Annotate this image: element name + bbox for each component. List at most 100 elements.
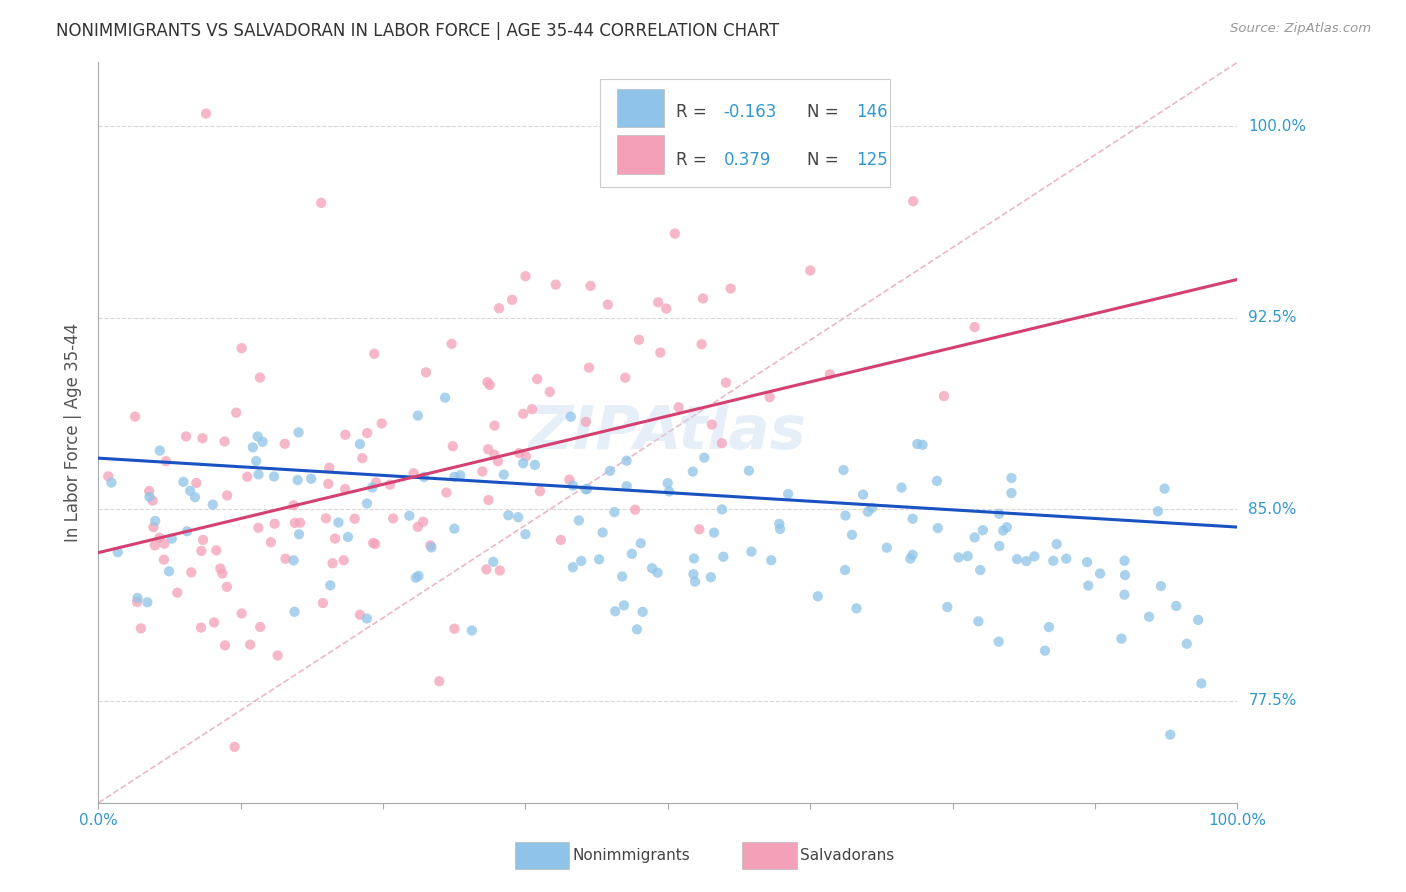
- Point: [860, 500, 883, 515]
- Point: [107, 545, 129, 559]
- Point: [449, 468, 471, 483]
- Point: [845, 601, 868, 615]
- Point: [616, 453, 638, 467]
- Point: [211, 566, 233, 581]
- Point: [967, 615, 990, 629]
- Text: -0.163: -0.163: [724, 103, 778, 121]
- Point: [508, 446, 530, 460]
- Point: [568, 513, 591, 527]
- Point: [664, 227, 686, 241]
- Point: [956, 549, 979, 563]
- Point: [336, 530, 359, 544]
- Point: [142, 520, 165, 534]
- Point: [561, 478, 583, 492]
- Point: [711, 549, 734, 564]
- Point: [287, 473, 309, 487]
- Point: [412, 515, 434, 529]
- Text: N =: N =: [807, 103, 844, 121]
- Point: [852, 487, 875, 501]
- Point: [247, 467, 270, 482]
- Point: [630, 536, 652, 550]
- Point: [363, 347, 385, 361]
- Point: [890, 481, 912, 495]
- Point: [299, 472, 322, 486]
- Point: [180, 566, 202, 580]
- Point: [129, 621, 152, 635]
- Point: [249, 620, 271, 634]
- Point: [1015, 554, 1038, 568]
- Point: [616, 479, 638, 493]
- Point: [441, 439, 464, 453]
- Point: [436, 485, 458, 500]
- Point: [249, 370, 271, 384]
- Point: [349, 607, 371, 622]
- Point: [142, 493, 165, 508]
- Point: [136, 595, 159, 609]
- Point: [515, 450, 537, 464]
- Point: [492, 467, 515, 482]
- Point: [498, 508, 520, 523]
- Point: [963, 320, 986, 334]
- Point: [202, 615, 225, 630]
- Point: [1054, 551, 1077, 566]
- Point: [191, 533, 214, 547]
- Point: [657, 476, 679, 491]
- Point: [710, 502, 733, 516]
- Point: [157, 564, 180, 578]
- Point: [316, 476, 339, 491]
- Point: [988, 507, 1011, 521]
- Point: [1005, 552, 1028, 566]
- Point: [443, 522, 465, 536]
- Point: [382, 511, 405, 525]
- Point: [477, 493, 499, 508]
- Point: [1000, 486, 1022, 500]
- Point: [561, 560, 583, 574]
- Point: [720, 282, 742, 296]
- Point: [247, 521, 270, 535]
- FancyBboxPatch shape: [617, 88, 665, 128]
- Point: [138, 483, 160, 498]
- Point: [903, 194, 925, 209]
- Point: [364, 537, 387, 551]
- Point: [100, 475, 122, 490]
- Point: [149, 443, 172, 458]
- Point: [153, 537, 176, 551]
- Point: [512, 456, 534, 470]
- Point: [201, 498, 224, 512]
- Point: [402, 467, 425, 481]
- Point: [166, 585, 188, 599]
- Point: [1166, 599, 1188, 613]
- Point: [841, 528, 863, 542]
- Point: [191, 431, 214, 445]
- Point: [242, 440, 264, 454]
- Point: [398, 508, 420, 523]
- Point: [209, 561, 232, 575]
- Point: [274, 551, 297, 566]
- Point: [714, 376, 737, 390]
- Point: [478, 378, 501, 392]
- Point: [225, 406, 247, 420]
- Point: [647, 295, 669, 310]
- Point: [1076, 555, 1098, 569]
- Point: [323, 532, 346, 546]
- Point: [529, 484, 551, 499]
- Point: [658, 484, 681, 499]
- Point: [641, 561, 664, 575]
- Text: 0.379: 0.379: [724, 151, 770, 169]
- Point: [318, 460, 340, 475]
- Point: [127, 591, 149, 605]
- Point: [263, 469, 285, 483]
- Point: [252, 434, 274, 449]
- Point: [356, 425, 378, 440]
- Point: [911, 438, 934, 452]
- Point: [471, 464, 494, 478]
- Point: [488, 564, 510, 578]
- Point: [512, 407, 534, 421]
- Point: [690, 337, 713, 351]
- Point: [605, 604, 627, 618]
- Point: [1175, 637, 1198, 651]
- Point: [560, 409, 582, 424]
- Point: [420, 541, 443, 555]
- Text: N =: N =: [807, 151, 844, 169]
- Point: [596, 297, 619, 311]
